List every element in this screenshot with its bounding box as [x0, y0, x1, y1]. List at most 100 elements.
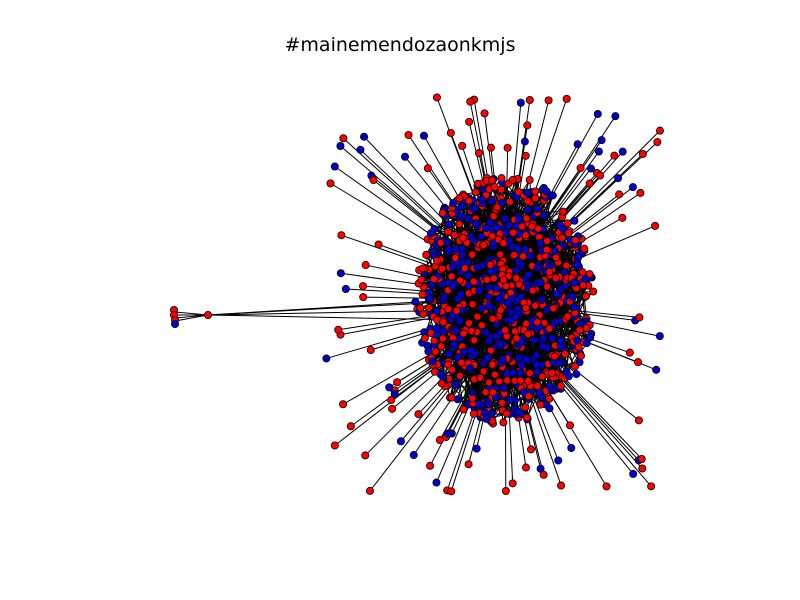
graph-node [473, 312, 482, 321]
graph-node [557, 336, 566, 345]
graph-node [545, 404, 554, 413]
graph-node [337, 231, 346, 240]
graph-node [356, 145, 365, 154]
graph-node [361, 261, 370, 270]
graph-node [459, 329, 468, 338]
graph-node [387, 396, 396, 405]
graph-node [557, 481, 566, 490]
graph-node [573, 260, 582, 269]
graph-node [515, 215, 524, 224]
graph-node [554, 359, 563, 368]
graph-node [490, 183, 499, 192]
graph-node [468, 394, 477, 403]
graph-edge [506, 374, 514, 484]
graph-node [517, 222, 526, 231]
graph-node [539, 470, 548, 479]
graph-node [514, 257, 523, 266]
graph-node [543, 236, 552, 245]
graph-edge [539, 155, 615, 243]
graph-node [450, 231, 459, 240]
graph-node [569, 303, 578, 312]
graph-node [521, 245, 530, 254]
graph-node [459, 347, 468, 356]
graph-node [515, 280, 524, 289]
graph-node [512, 334, 521, 343]
graph-node [499, 275, 508, 284]
graph-node [439, 317, 448, 326]
node-layer [169, 93, 664, 496]
graph-node [520, 137, 529, 146]
graph-node [432, 93, 441, 102]
graph-node [567, 443, 576, 452]
graph-edge [539, 151, 624, 244]
graph-node [551, 253, 560, 262]
graph-node [634, 358, 643, 367]
graph-node [517, 360, 526, 369]
graph-node [452, 326, 461, 335]
graph-node [523, 197, 532, 206]
graph-node [560, 267, 569, 276]
graph-node [458, 202, 467, 211]
graph-node [423, 164, 432, 173]
graph-node [550, 246, 559, 255]
graph-node [460, 264, 469, 273]
graph-node [532, 360, 541, 369]
graph-node [539, 211, 548, 220]
graph-node [519, 252, 528, 261]
graph-node [521, 151, 530, 160]
graph-edge [468, 121, 494, 227]
graph-edge [476, 250, 556, 403]
graph-node [516, 376, 525, 385]
graph-node [512, 274, 521, 283]
graph-node [530, 335, 539, 344]
graph-node [570, 216, 579, 225]
graph-node [449, 199, 458, 208]
graph-node [336, 142, 345, 151]
graph-node [558, 233, 567, 242]
graph-node [497, 185, 506, 194]
graph-node [532, 351, 541, 360]
graph-edge [450, 132, 488, 230]
graph-node [444, 350, 453, 359]
graph-node [418, 290, 427, 299]
graph-node [426, 461, 435, 470]
graph-node [360, 132, 369, 141]
graph-node [537, 295, 546, 304]
graph-node [203, 310, 212, 319]
graph-node [374, 240, 383, 249]
graph-node [396, 437, 405, 446]
graph-node [538, 372, 547, 381]
graph-node [330, 441, 339, 450]
graph-node [629, 469, 638, 478]
graph-node [562, 94, 571, 103]
graph-node [453, 353, 462, 362]
graph-node [503, 376, 512, 385]
graph-node [464, 460, 473, 469]
graph-edge [446, 371, 489, 491]
graph-node [432, 478, 441, 487]
graph-node [496, 250, 505, 259]
graph-node [507, 242, 516, 251]
graph-node [638, 149, 647, 158]
graph-node [538, 341, 547, 350]
graph-node [451, 380, 460, 389]
graph-node [488, 232, 497, 241]
graph-node [464, 271, 473, 280]
graph-edge [429, 367, 482, 467]
graph-node [425, 294, 434, 303]
graph-node [416, 303, 425, 312]
graph-node [477, 304, 486, 313]
graph-edge [435, 369, 485, 483]
graph-node [566, 421, 575, 430]
graph-node [401, 152, 410, 161]
graph-node [481, 328, 490, 337]
graph-node [533, 381, 542, 390]
graph-node [508, 479, 517, 488]
graph-node [573, 140, 582, 149]
graph-node [451, 245, 460, 254]
graph-node [448, 365, 457, 374]
graph-node [484, 399, 493, 408]
graph-node [390, 389, 399, 398]
graph-node [515, 353, 524, 362]
